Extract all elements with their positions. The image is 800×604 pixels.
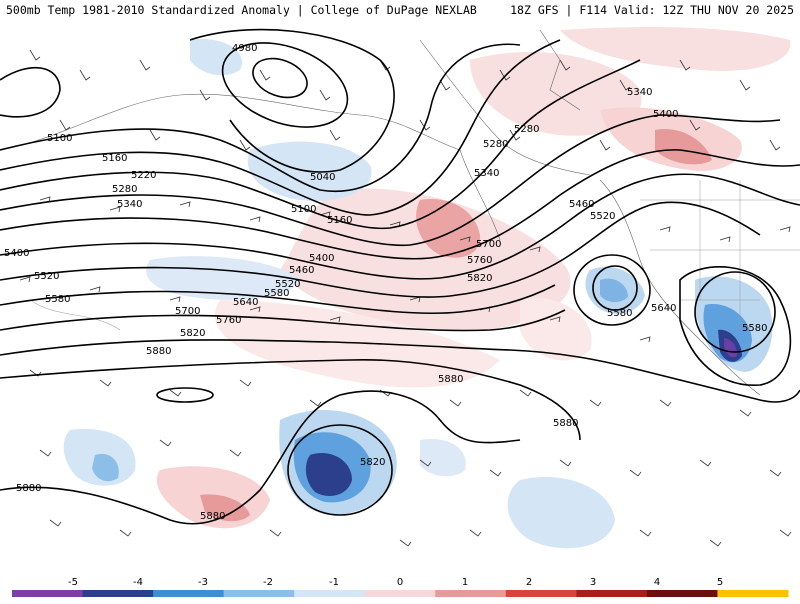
header: 500mb Temp 1981-2010 Standardized Anomal… bbox=[0, 0, 800, 22]
contour-label: 4980 bbox=[232, 43, 257, 54]
warm-anomaly bbox=[560, 27, 791, 71]
warm-anomaly bbox=[214, 300, 500, 388]
cold-anomaly bbox=[92, 453, 119, 482]
contour-label: 5820 bbox=[467, 273, 492, 284]
legend-tick: 5 bbox=[717, 577, 723, 588]
contour-label: 5280 bbox=[483, 139, 508, 150]
contour-label: 5520 bbox=[34, 271, 59, 282]
contour-label: 5580 bbox=[45, 294, 70, 305]
contour-label: 5100 bbox=[47, 133, 72, 144]
contour-label: 5040 bbox=[310, 172, 335, 183]
contour-label: 5580 bbox=[742, 323, 767, 334]
map-title: 500mb Temp 1981-2010 Standardized Anomal… bbox=[6, 3, 477, 17]
legend-swatch bbox=[646, 590, 718, 597]
contour-label: 5340 bbox=[117, 199, 142, 210]
cold-anomaly bbox=[190, 39, 242, 76]
anomaly-map: 4980 5040 5100 5100 5160 5160 5220 5280 … bbox=[0, 27, 800, 549]
contour-label: 5280 bbox=[514, 124, 539, 135]
coastlines bbox=[0, 29, 800, 396]
contour-label: 5460 bbox=[569, 199, 594, 210]
cold-anomaly bbox=[305, 452, 352, 496]
contour-labels: 4980 5040 5100 5100 5160 5160 5220 5280 … bbox=[4, 43, 767, 522]
contour-label: 5100 bbox=[291, 204, 316, 215]
contour-label: 5880 bbox=[200, 511, 225, 522]
legend-swatch bbox=[153, 590, 225, 597]
contour-label: 5880 bbox=[438, 374, 463, 385]
contour-label: 5400 bbox=[309, 253, 334, 264]
warm-anomaly bbox=[655, 129, 712, 165]
contour-label: 5520 bbox=[590, 211, 615, 222]
contour-label: 5760 bbox=[467, 255, 492, 266]
contour-label: 5760 bbox=[216, 315, 241, 326]
contour-label: 5820 bbox=[360, 457, 385, 468]
warm-anomaly bbox=[520, 298, 592, 361]
contour-label: 5880 bbox=[146, 346, 171, 357]
legend-bar: -5 -4 -3 -2 -1 0 1 2 3 4 5 bbox=[12, 577, 789, 597]
legend-swatch bbox=[505, 590, 577, 597]
legend-tick: -4 bbox=[133, 577, 143, 588]
contour-label: 5280 bbox=[112, 184, 137, 195]
contour-label: 5340 bbox=[474, 168, 499, 179]
contour-label: 5580 bbox=[607, 308, 632, 319]
height-contours bbox=[0, 28, 800, 525]
legend-swatch bbox=[435, 590, 507, 597]
contour-label: 5700 bbox=[476, 239, 501, 250]
legend-swatch bbox=[12, 590, 84, 597]
contour-label: 5580 bbox=[264, 288, 289, 299]
legend-tick: -3 bbox=[198, 577, 208, 588]
legend-tick: 1 bbox=[462, 577, 468, 588]
model-run-info: 18Z GFS | F114 Valid: 12Z THU NOV 20 202… bbox=[510, 3, 794, 17]
contour-label: 5340 bbox=[627, 87, 652, 98]
legend-swatch bbox=[223, 590, 295, 597]
warm-anomaly bbox=[200, 494, 250, 522]
contour-label: 5400 bbox=[4, 248, 29, 259]
color-legend: -5 -4 -3 -2 -1 0 1 2 3 4 5 bbox=[0, 575, 800, 600]
contour-label: 5400 bbox=[653, 109, 678, 120]
legend-swatch bbox=[294, 590, 366, 597]
legend-swatches bbox=[12, 590, 789, 597]
legend-tick: 0 bbox=[397, 577, 403, 588]
legend-swatch bbox=[576, 590, 648, 597]
legend-tick: -2 bbox=[263, 577, 273, 588]
legend-tick: -1 bbox=[329, 577, 339, 588]
legend-swatch bbox=[82, 590, 154, 597]
cold-anomaly bbox=[146, 256, 300, 300]
contour-label: 5820 bbox=[180, 328, 205, 339]
legend-tick: 2 bbox=[526, 577, 532, 588]
contour-label: 5640 bbox=[233, 297, 258, 308]
map-panel: 4980 5040 5100 5100 5160 5160 5220 5280 … bbox=[0, 22, 800, 575]
anomaly-shading bbox=[63, 27, 791, 549]
cold-anomaly bbox=[600, 278, 628, 303]
legend-tick: -5 bbox=[68, 577, 78, 588]
contour-label: 5640 bbox=[651, 303, 676, 314]
contour-label: 5160 bbox=[102, 153, 127, 164]
legend-tick: 4 bbox=[654, 577, 660, 588]
legend-ticks: -5 -4 -3 -2 -1 0 1 2 3 4 5 bbox=[68, 577, 723, 588]
legend-swatch bbox=[717, 590, 789, 597]
legend-tick: 3 bbox=[590, 577, 596, 588]
contour-label: 5700 bbox=[175, 306, 200, 317]
contour-label: 5220 bbox=[131, 170, 156, 181]
contour-label: 5880 bbox=[553, 418, 578, 429]
contour-label: 5880 bbox=[16, 483, 41, 494]
contour-label: 5520 bbox=[275, 279, 300, 290]
legend-swatch bbox=[364, 590, 436, 597]
contour-label: 5460 bbox=[289, 265, 314, 276]
cold-anomaly bbox=[507, 476, 615, 549]
cold-anomaly bbox=[420, 439, 466, 477]
contour-label: 5160 bbox=[327, 215, 352, 226]
